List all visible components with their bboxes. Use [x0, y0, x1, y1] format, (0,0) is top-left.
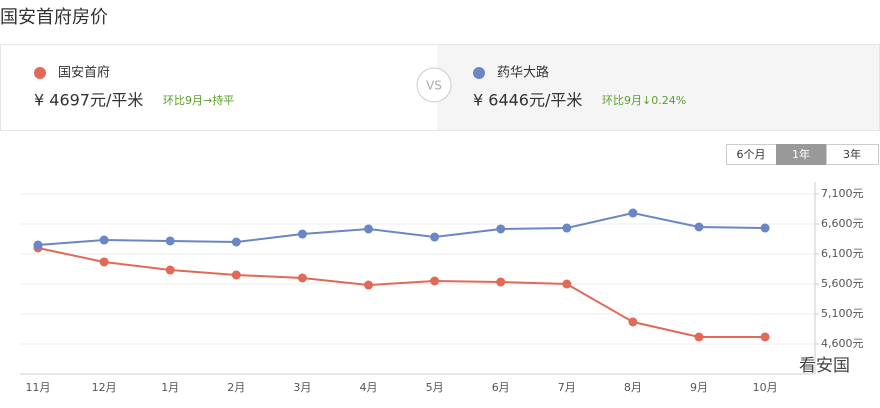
- point: [496, 224, 506, 234]
- point: [628, 208, 638, 218]
- point: [430, 276, 440, 286]
- y-tick-label: 6,600元: [821, 217, 864, 230]
- x-tick-label: 4月: [360, 381, 378, 394]
- y-tick-label: 5,600元: [821, 277, 864, 290]
- x-tick-label: 12月: [92, 381, 117, 394]
- right-price: ¥ 6446元/平米: [473, 91, 582, 110]
- point: [33, 240, 43, 250]
- x-tick-label: 8月: [624, 381, 642, 394]
- left-name: 国安首府: [58, 66, 110, 81]
- point: [231, 237, 241, 247]
- point: [694, 332, 704, 342]
- series-line: [37, 211, 766, 246]
- x-tick-label: 9月: [690, 381, 708, 394]
- y-tick-label: 4,600元: [821, 337, 864, 350]
- point: [364, 224, 373, 234]
- point: [99, 235, 109, 245]
- legend-dot: [473, 67, 485, 79]
- y-tick-label: 7,100元: [821, 187, 864, 200]
- left-price: ¥ 4697元/平米: [34, 91, 143, 110]
- x-tick-label: 6月: [492, 381, 510, 394]
- point: [562, 279, 572, 289]
- y-tick-label: 6,100元: [821, 247, 864, 260]
- point: [760, 223, 770, 233]
- vs: VS: [426, 79, 442, 93]
- point: [562, 223, 572, 233]
- x-tick-label: 10月: [753, 381, 778, 394]
- right-name: 药华大路: [497, 65, 549, 81]
- left-change: 环比9月→持平: [163, 93, 234, 107]
- title: 国安首府房价: [0, 7, 108, 28]
- button-label[interactable]: 1年: [792, 147, 810, 161]
- point: [165, 265, 175, 275]
- x-tick-label: 7月: [558, 381, 576, 394]
- point: [496, 277, 506, 287]
- point: [760, 332, 770, 342]
- point: [231, 270, 241, 280]
- button-label[interactable]: 6个月: [737, 148, 766, 161]
- right-change: 环比9月↓0.24%: [602, 94, 686, 107]
- x-tick-label: 5月: [426, 381, 444, 394]
- point: [430, 232, 440, 242]
- button-label[interactable]: 3年: [843, 147, 861, 161]
- point: [297, 273, 307, 283]
- point: [364, 280, 373, 290]
- point: [694, 222, 704, 232]
- y-tick-label: 5,100元: [821, 307, 864, 320]
- point: [297, 229, 307, 239]
- point: [99, 257, 109, 267]
- x-tick-label: 3月: [293, 381, 311, 394]
- range-buttons: 6个月 1年 3年: [726, 144, 879, 165]
- button[interactable]: [826, 144, 879, 165]
- series-line: [37, 247, 766, 338]
- point: [628, 317, 638, 327]
- vs-circle: [416, 67, 452, 103]
- legend-dot: [34, 67, 46, 79]
- x-tick-label: 11月: [26, 381, 51, 394]
- x-tick-label: 2月: [227, 381, 245, 394]
- x-tick-label: 1月: [161, 381, 179, 394]
- watermark: 看安国: [799, 356, 850, 376]
- right-panel: [437, 45, 879, 130]
- point: [165, 236, 175, 246]
